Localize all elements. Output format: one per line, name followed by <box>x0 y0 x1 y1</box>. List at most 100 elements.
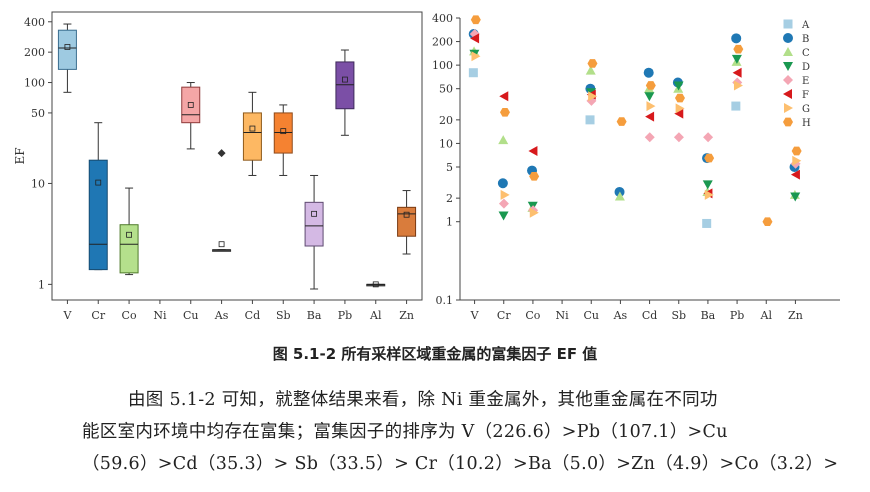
data-point <box>731 54 742 64</box>
data-point <box>529 207 539 218</box>
y-tick-label: 50 <box>439 83 453 96</box>
legend-marker <box>783 47 793 56</box>
legend-item-b: B <box>783 33 809 45</box>
box-body <box>88 159 108 271</box>
x-tick-label: V <box>62 309 72 322</box>
y-tick-label: 200 <box>24 46 45 59</box>
data-point <box>733 44 744 54</box>
x-tick-label: Al <box>760 309 773 322</box>
box-body <box>119 224 139 274</box>
y-tick-label: 1 <box>446 216 453 229</box>
data-point <box>674 93 685 103</box>
legend-label: A <box>801 20 810 31</box>
y-tick-label: 20 <box>439 114 453 127</box>
series-d <box>469 49 801 221</box>
x-tick-label: V <box>470 309 480 322</box>
outlier-point <box>217 149 226 158</box>
box-cr <box>88 122 108 271</box>
box-body <box>335 61 355 110</box>
box-zn <box>397 190 417 255</box>
data-point <box>702 218 712 228</box>
x-tick-label: Ni <box>153 309 167 322</box>
legend-label: F <box>802 90 809 101</box>
x-tick-label: Cd <box>245 309 260 322</box>
box-as <box>212 149 232 252</box>
data-point <box>614 186 625 197</box>
x-tick-label: Ba <box>307 309 322 322</box>
series-f <box>470 33 800 199</box>
x-tick-label: Cd <box>642 309 657 322</box>
x-tick-label: Cu <box>583 309 599 322</box>
figure: 1 10 50 100 200 400 EF V Cr Co Ni Cu As Cd Sb Ba Pb Al Zn … <box>13 11 840 322</box>
x-tick-label: Zn <box>399 309 414 322</box>
box-cu <box>181 82 201 150</box>
x-tick-label: As <box>613 309 628 322</box>
x-tick-label: Pb <box>730 309 744 322</box>
mean-marker <box>187 102 194 108</box>
box-body <box>397 206 417 237</box>
data-point <box>762 217 773 227</box>
mean-marker <box>126 231 132 238</box>
data-point <box>645 111 655 122</box>
legend-item-c: C <box>783 47 810 59</box>
legend-marker <box>784 103 793 113</box>
series-b <box>468 28 800 197</box>
data-point <box>673 132 684 143</box>
legend-marker <box>783 62 793 71</box>
box-body <box>273 112 293 154</box>
y-tick-label: 10 <box>31 177 45 190</box>
series-g <box>471 51 802 218</box>
legend-label: C <box>802 48 810 59</box>
box-body <box>181 86 201 124</box>
data-point <box>585 115 595 125</box>
legend-label: B <box>802 34 809 45</box>
mean-marker <box>280 128 287 135</box>
data-point <box>498 135 509 145</box>
data-point <box>585 65 596 75</box>
data-point <box>732 67 742 78</box>
box-body <box>242 112 262 161</box>
y-tick-label: 5 <box>446 161 453 174</box>
data-point <box>470 33 480 44</box>
legend-item-h: H <box>783 117 811 129</box>
series-h <box>470 15 802 227</box>
x-tick-label: Co <box>122 309 137 322</box>
legend-item-e: E <box>783 75 809 87</box>
x-tick-label: Cr <box>91 309 105 322</box>
data-point <box>646 101 656 112</box>
legend-marker <box>783 89 792 99</box>
x-tick-label: Cu <box>183 309 199 322</box>
plot-frame <box>51 11 423 301</box>
legend-item-g: G <box>784 103 810 115</box>
data-point <box>731 33 742 44</box>
data-point <box>645 81 656 90</box>
data-point <box>674 108 684 119</box>
x-tick-label: Cr <box>497 309 511 322</box>
y-tick-label: 400 <box>24 16 45 29</box>
box-sb <box>273 104 293 176</box>
y-tick-label: 10 <box>439 137 453 150</box>
data-point <box>703 132 714 143</box>
x-tick-label: Sb <box>276 309 291 322</box>
mean-marker <box>218 241 225 248</box>
mean-marker <box>372 281 379 288</box>
y-tick-label: 100 <box>432 59 453 72</box>
box-body <box>304 201 324 247</box>
box-co <box>119 187 139 276</box>
data-point <box>644 92 655 102</box>
data-point <box>588 91 598 102</box>
x-tick-label: Co <box>525 309 540 322</box>
data-point <box>497 178 508 189</box>
data-point <box>498 198 509 209</box>
y-tick-label: 2 <box>446 192 453 205</box>
data-point <box>470 15 481 25</box>
data-point <box>644 132 655 143</box>
series-c <box>469 46 800 212</box>
mean-marker <box>403 211 410 218</box>
legend-marker <box>783 19 793 29</box>
legend-label: H <box>802 118 811 129</box>
mean-marker <box>342 76 348 83</box>
y-tick-label: 1 <box>38 278 45 291</box>
mean-marker <box>311 210 317 217</box>
data-point <box>471 51 481 62</box>
